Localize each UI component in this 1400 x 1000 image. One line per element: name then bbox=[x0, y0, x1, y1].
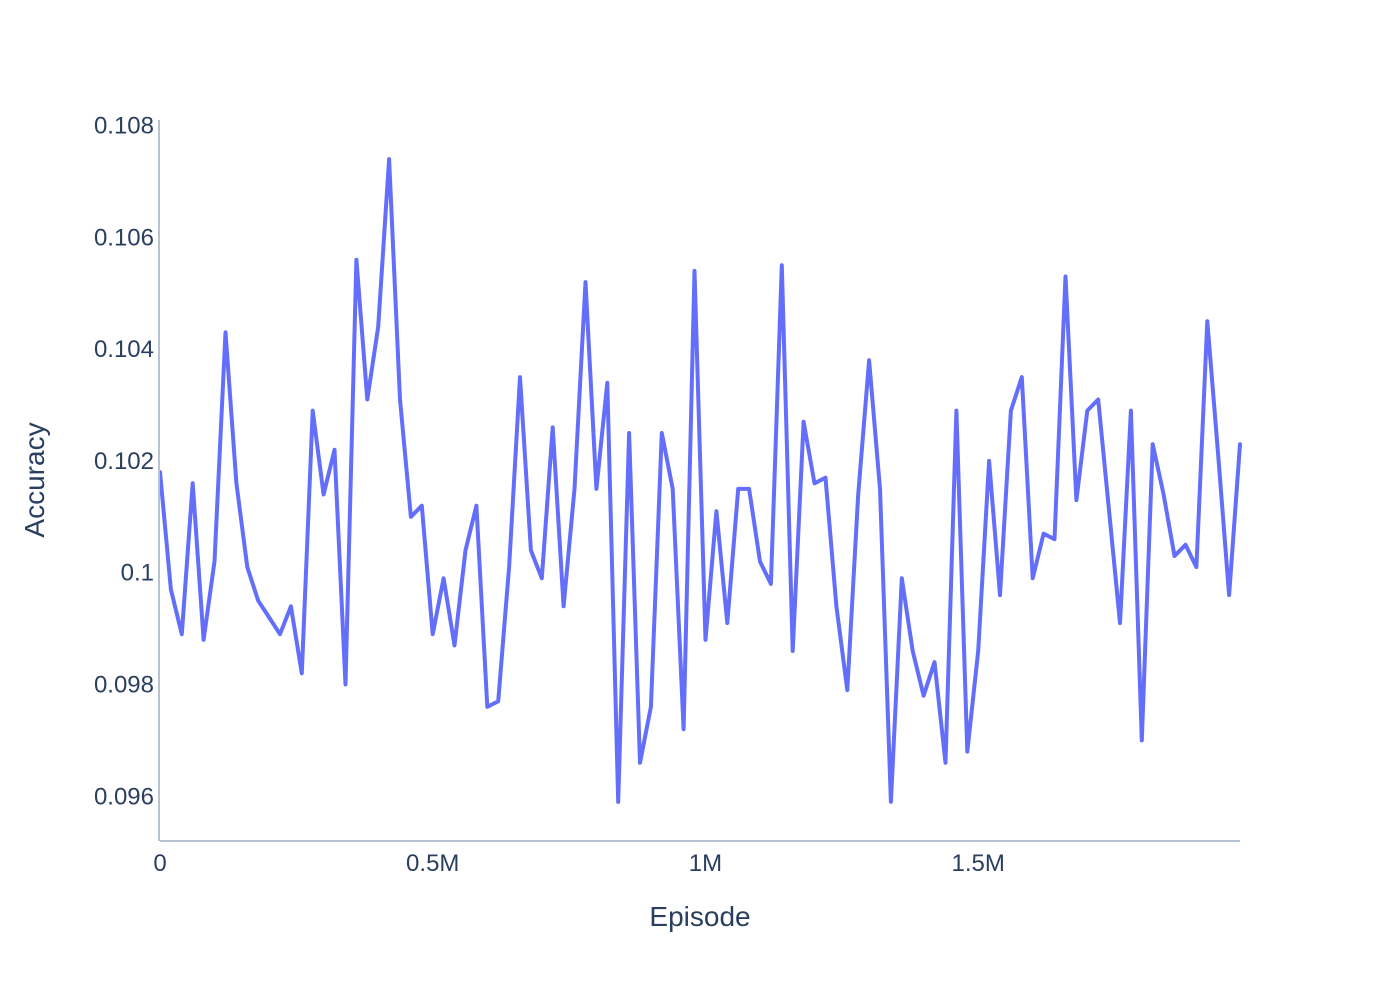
y-tick-label: 0.108 bbox=[94, 113, 154, 140]
plot-area bbox=[158, 157, 1242, 804]
x-tick-label: 1.5M bbox=[952, 850, 1005, 877]
y-tick-label: 0.096 bbox=[94, 783, 154, 810]
x-tick-label: 0.5M bbox=[406, 850, 459, 877]
y-tick-label: 0.1 bbox=[121, 560, 154, 587]
y-axis-title: Accuracy bbox=[19, 422, 50, 537]
y-tick-label: 0.102 bbox=[94, 448, 154, 475]
x-axis-tick-labels: 0 0.5M 1M 1.5M bbox=[153, 850, 1005, 877]
y-tick-label: 0.098 bbox=[94, 672, 154, 699]
series-line bbox=[158, 157, 1242, 804]
y-tick-label: 0.104 bbox=[94, 336, 154, 363]
x-axis-title: Episode bbox=[649, 901, 750, 932]
y-tick-label: 0.106 bbox=[94, 224, 154, 251]
x-tick-label: 1M bbox=[689, 850, 722, 877]
y-axis-tick-labels: 0.096 0.098 0.1 0.102 0.104 0.106 0.108 bbox=[94, 113, 154, 811]
x-tick-label: 0 bbox=[153, 850, 166, 877]
